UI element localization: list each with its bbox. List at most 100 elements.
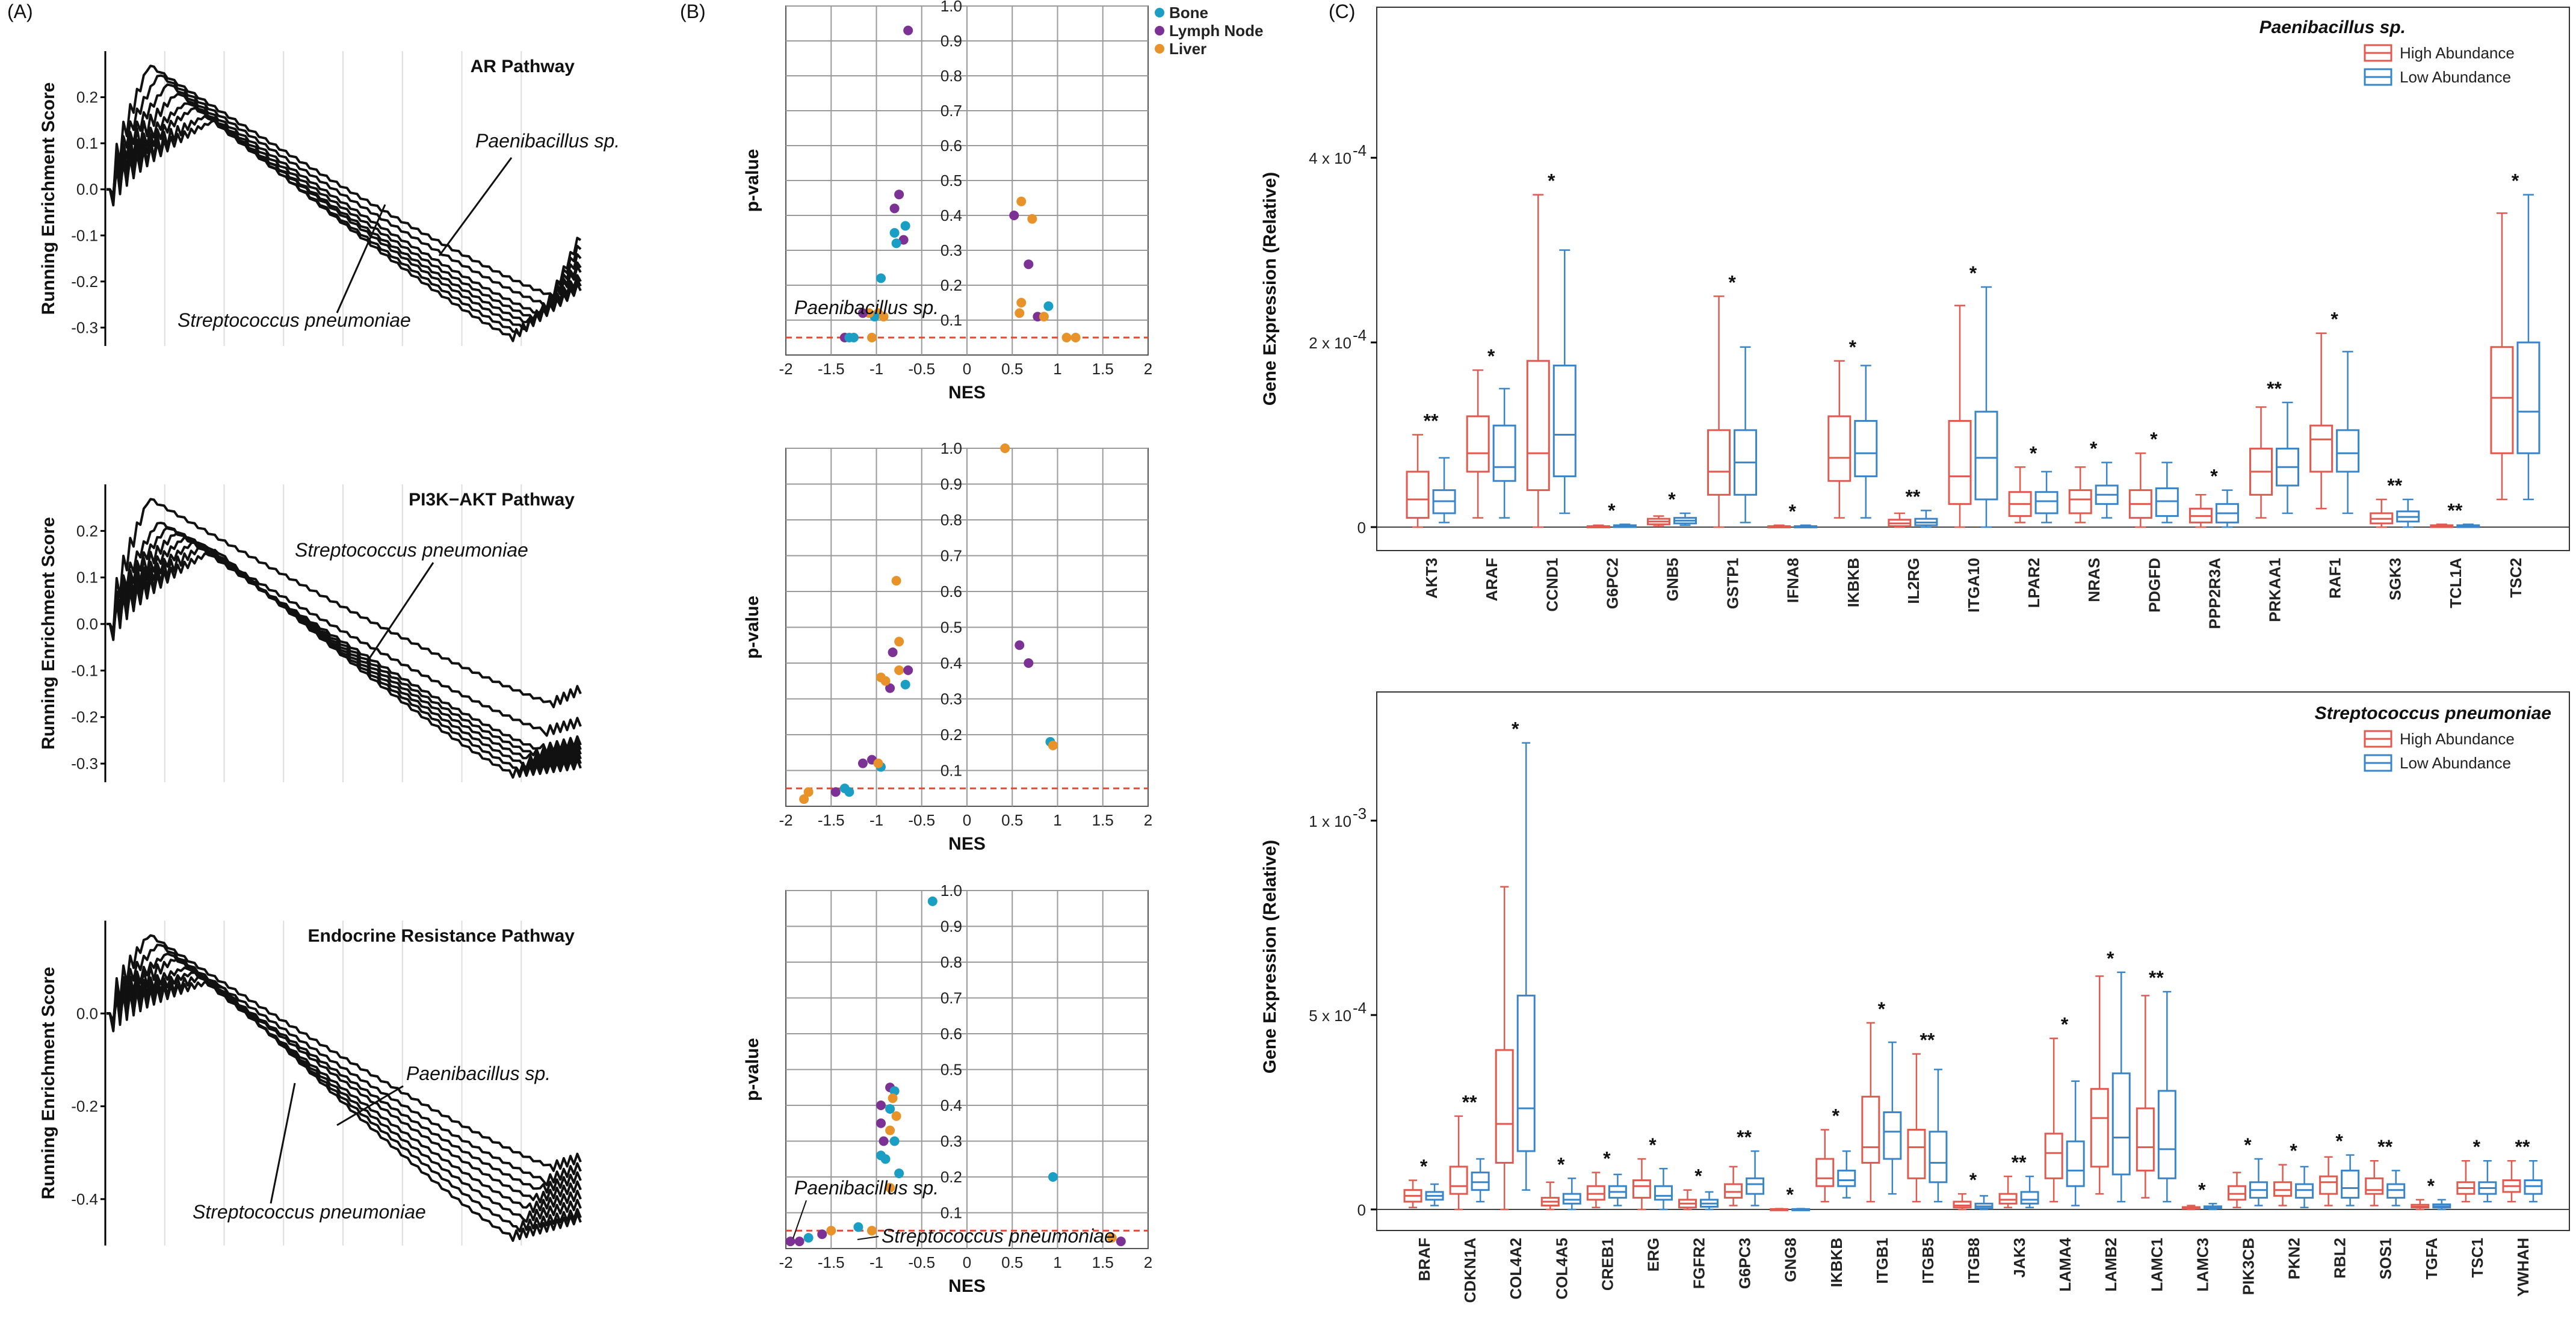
enrichment-curve-7 xyxy=(107,115,582,337)
gene-label: IFNA8 xyxy=(1784,558,1802,603)
y-axis-label: Running Enrichment Score xyxy=(39,517,58,750)
y-tick-label: 0.2 xyxy=(941,1168,962,1186)
legend-label: Bone xyxy=(1169,4,1208,22)
legend-label: High Abundance xyxy=(2400,44,2515,62)
point-lymph-node xyxy=(876,1101,886,1110)
annotation-label: Streptococcus pneumoniae xyxy=(882,1225,1115,1247)
point-liver xyxy=(1061,333,1072,342)
x-tick-label: -1 xyxy=(869,360,883,378)
enrichment-curve-8 xyxy=(107,549,582,779)
low-box xyxy=(1492,424,1516,482)
gene-label: PIK3CB xyxy=(2239,1238,2257,1295)
x-axis-label: NES xyxy=(948,834,986,854)
point-liver xyxy=(799,794,809,804)
annotation-label: Streptococcus pneumoniae xyxy=(193,1201,426,1223)
significance-marker: * xyxy=(2198,1179,2206,1200)
high-box xyxy=(2068,489,2092,514)
low-box xyxy=(2524,1179,2543,1195)
gene-label: YWHAH xyxy=(2514,1238,2532,1297)
point-liver xyxy=(1107,1233,1117,1243)
point-bone xyxy=(889,1136,900,1146)
gene-label: TSC1 xyxy=(2468,1238,2486,1277)
point-bone xyxy=(891,238,901,249)
point-liver xyxy=(891,1111,901,1121)
low-box xyxy=(2020,1191,2039,1205)
x-tick-label: -2 xyxy=(779,1253,792,1271)
y-axis-label: Running Enrichment Score xyxy=(39,967,58,1200)
legend-title: Paenibacillus sp. xyxy=(2259,17,2406,37)
point-lymph-node xyxy=(785,1237,795,1247)
gsea-plot-pi3k: 0.2 0.1 0.0 -0.1 -0.2 -0.3 PI3K−AKT Pathway Run… xyxy=(39,484,582,782)
enrichment-curve-6 xyxy=(107,540,582,770)
enrichment-curve-4 xyxy=(107,958,582,1204)
gene-label: PPP2R3A xyxy=(2205,558,2223,629)
point-lymph-node xyxy=(1024,259,1034,270)
high-box xyxy=(2309,424,2334,473)
point-liver xyxy=(1070,333,1081,342)
point-liver xyxy=(1000,443,1010,453)
x-tick-label: 1 xyxy=(1053,811,1061,829)
significance-marker: * xyxy=(1969,262,1977,284)
enrichment-curve-7 xyxy=(107,544,582,774)
gene-label: CREB1 xyxy=(1598,1238,1616,1291)
legend-marker-bone xyxy=(1155,8,1164,17)
y-tick-label: 0.1 xyxy=(76,569,98,587)
point-bone xyxy=(900,679,910,690)
x-tick-label: 0 xyxy=(963,1253,971,1271)
point-lymph-node xyxy=(888,647,898,658)
significance-marker: * xyxy=(1548,170,1555,192)
point-liver xyxy=(826,1226,836,1236)
significance-marker: * xyxy=(1487,345,1495,367)
legend-marker-liver xyxy=(1155,44,1164,54)
high-box xyxy=(1815,1158,1835,1187)
y-tick-exponent: -4 xyxy=(1353,326,1367,344)
x-tick-label: -1.5 xyxy=(818,1253,845,1271)
point-lymph-node xyxy=(879,1136,889,1146)
plot-frame xyxy=(1376,691,2570,1231)
enrichment-curve-1 xyxy=(107,498,582,709)
y-axis-label: Running Enrichment Score xyxy=(39,82,58,315)
low-box xyxy=(2157,1090,2176,1179)
significance-marker: * xyxy=(2512,170,2519,192)
gene-label: LAMC1 xyxy=(2148,1238,2166,1292)
significance-marker: ** xyxy=(1737,1126,1752,1148)
point-bone xyxy=(885,1104,895,1114)
y-tick-label: -0.2 xyxy=(71,1098,98,1116)
x-tick-label: -1 xyxy=(869,811,883,829)
point-liver xyxy=(873,758,883,768)
significance-marker: * xyxy=(2473,1136,2481,1158)
gene-label: G6PC3 xyxy=(1736,1238,1754,1289)
point-bone xyxy=(900,221,910,231)
enrichment-curve-4 xyxy=(107,93,582,321)
gene-label: RAF1 xyxy=(2326,558,2344,599)
gene-label: ITGA10 xyxy=(1965,558,1983,613)
high-box xyxy=(2319,1175,2338,1195)
annotation-label: Streptococcus pneumoniae xyxy=(178,309,411,331)
significance-marker: * xyxy=(2061,1014,2069,1036)
high-box xyxy=(2365,1177,2384,1195)
enrichment-curve-5 xyxy=(107,102,582,325)
gene-label: COL4A5 xyxy=(1552,1238,1571,1300)
gene-label: BRAF xyxy=(1415,1238,1433,1281)
gene-label: LAMB2 xyxy=(2102,1238,2120,1292)
y-tick-label: 0.6 xyxy=(941,137,962,155)
significance-marker: * xyxy=(1694,1166,1702,1187)
y-tick-label: 0.7 xyxy=(941,547,962,565)
point-liver xyxy=(1039,312,1049,322)
significance-marker: * xyxy=(1420,1156,1428,1178)
plot-frame xyxy=(1376,7,2570,551)
gene-label: IKBKB xyxy=(1827,1238,1846,1287)
y-tick-exponent: -4 xyxy=(1353,999,1367,1017)
low-box xyxy=(1974,410,1998,501)
gene-label: IKBKB xyxy=(1844,558,1862,607)
low-box xyxy=(2111,1072,2131,1176)
enrichment-curve-4 xyxy=(107,531,582,759)
point-liver xyxy=(866,1226,877,1236)
y-tick-label: 0.1 xyxy=(941,762,962,780)
point-bone xyxy=(1048,1172,1058,1182)
annotation-label: Paenibacillus sp. xyxy=(794,1177,939,1199)
significance-marker: ** xyxy=(1905,486,1920,507)
y-tick-label: 0.7 xyxy=(941,102,962,120)
y-tick-label: 0.4 xyxy=(941,206,962,224)
